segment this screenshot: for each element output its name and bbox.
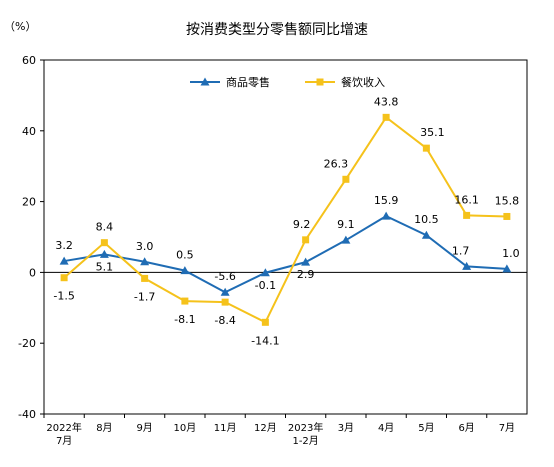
data-label-catering: 26.3: [324, 157, 349, 170]
data-point-catering: [463, 211, 471, 219]
x-tick-label: 2022年: [46, 421, 81, 434]
x-tick-label: 8月: [96, 422, 112, 434]
data-point-retail: [421, 230, 431, 239]
data-point-retail: [301, 257, 311, 266]
data-point-catering: [342, 175, 350, 183]
legend-label: 商品零售: [226, 75, 270, 89]
data-label-catering: 8.4: [96, 221, 114, 234]
data-label-retail: -5.6: [214, 270, 235, 283]
x-tick-label: 5月: [418, 422, 434, 434]
data-label-retail: 0.5: [176, 249, 194, 262]
data-point-retail: [180, 266, 190, 275]
data-label-catering: 16.1: [454, 193, 479, 206]
x-tick-label: 4月: [378, 422, 394, 434]
data-label-retail: 10.5: [414, 213, 439, 226]
data-point-retail: [381, 211, 391, 220]
data-label-retail: 9.1: [337, 218, 355, 231]
data-label-retail: 3.0: [136, 240, 154, 253]
data-label-retail: 5.1: [96, 260, 114, 273]
data-point-retail: [502, 264, 512, 273]
data-point-catering: [382, 113, 390, 121]
data-label-retail: -0.1: [255, 279, 276, 292]
data-point-catering: [60, 274, 68, 282]
data-point-retail: [140, 257, 150, 266]
x-tick-label: 7月: [56, 435, 72, 447]
data-label-catering: -8.4: [214, 314, 235, 327]
data-label-catering: 35.1: [420, 126, 445, 139]
data-label-retail: 1.7: [452, 244, 470, 257]
data-point-catering: [181, 297, 189, 305]
series-line-catering: [63, 115, 507, 324]
data-label-catering: -1.5: [53, 290, 74, 303]
series-line-retail: [63, 214, 507, 294]
y-tick-label: -40: [18, 408, 36, 421]
y-tick-label: 60: [22, 54, 36, 67]
x-tick-label: 2023年: [288, 421, 323, 434]
plot-frame: [43, 59, 528, 415]
data-label-retail: 1.0: [502, 247, 520, 260]
y-tick-label: 0: [29, 266, 36, 279]
data-point-catering: [100, 239, 108, 247]
legend-marker: [316, 78, 324, 86]
data-point-catering: [503, 212, 511, 220]
data-point-catering: [141, 274, 149, 282]
legend-label: 餐饮收入: [341, 75, 385, 89]
x-tick-label: 10月: [174, 422, 197, 434]
data-point-catering: [302, 236, 310, 244]
data-point-retail: [220, 287, 230, 296]
x-tick-label: 11月: [214, 422, 237, 434]
y-tick-label: 20: [22, 196, 36, 209]
data-point-retail: [99, 249, 109, 258]
legend-marker: [200, 77, 210, 86]
data-point-catering: [221, 298, 229, 306]
data-point-catering: [422, 144, 430, 152]
data-label-catering: 9.2: [293, 218, 311, 231]
data-label-retail: 15.9: [374, 194, 399, 207]
data-label-catering: 43.8: [374, 95, 399, 108]
chart-marks: 3.2 5.1 3.0 0.5 -5.6 -0.1 2.9 9.1 15.9 10.5 1.7 1.0…: [53, 95, 519, 347]
chart-title: 按消费类型分零售额同比增速: [186, 22, 368, 38]
x-tick-label: 6月: [458, 422, 474, 434]
data-label-retail: 2.9: [297, 268, 315, 281]
data-point-retail: [462, 261, 472, 270]
data-label-catering: -8.1: [174, 313, 195, 326]
data-label-catering: -1.7: [134, 290, 155, 303]
x-tick-label: 7月: [499, 422, 515, 434]
x-tick-label: 12月: [254, 422, 277, 434]
data-label-catering: 15.8: [495, 194, 520, 207]
data-label-retail: 3.2: [55, 239, 73, 252]
data-point-catering: [261, 318, 269, 326]
data-point-retail: [260, 268, 270, 277]
x-tick-label: 1-2月: [292, 435, 318, 447]
data-point-retail: [59, 256, 69, 265]
x-tick-label: 3月: [338, 422, 354, 434]
y-tick-label: 40: [22, 125, 36, 138]
data-point-retail: [341, 235, 351, 244]
y-unit-label: （%）: [4, 20, 36, 33]
x-tick-label: 9月: [136, 422, 152, 434]
legend: 商品零售 餐饮收入: [190, 75, 385, 89]
y-tick-label: -20: [18, 337, 36, 350]
data-label-catering: -14.1: [251, 334, 279, 347]
